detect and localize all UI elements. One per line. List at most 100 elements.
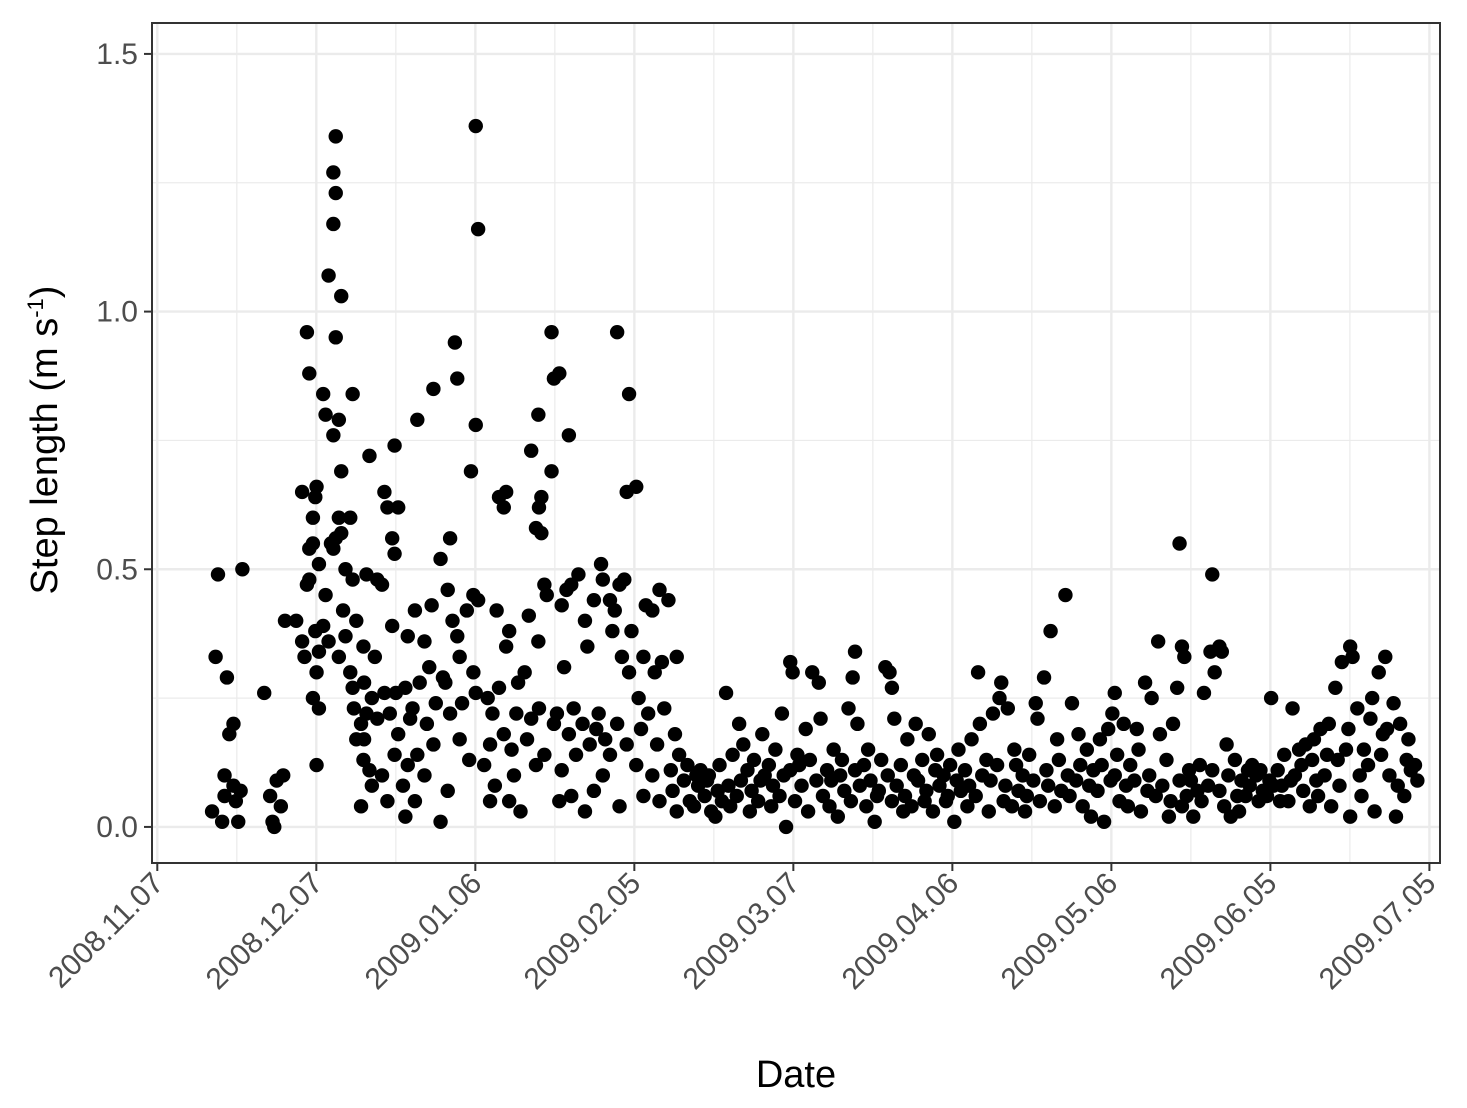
- data-point: [624, 623, 639, 639]
- data-point: [331, 412, 347, 428]
- data-point: [299, 325, 315, 340]
- data-point: [1058, 587, 1073, 603]
- data-point: [1354, 788, 1369, 804]
- data-point: [985, 706, 1001, 721]
- data-point: [305, 510, 321, 525]
- data-point: [362, 763, 377, 778]
- data-point: [785, 665, 800, 680]
- data-point: [621, 665, 637, 680]
- data-point: [843, 793, 859, 809]
- data-point: [837, 783, 852, 799]
- data-point: [452, 649, 467, 665]
- data-point: [647, 665, 662, 680]
- data-point: [262, 788, 278, 804]
- data-point: [619, 737, 634, 752]
- data-point: [334, 464, 349, 479]
- data-point: [1017, 804, 1033, 819]
- data-point: [621, 386, 637, 402]
- y-axis-title: Step length (m s-1): [23, 286, 66, 595]
- data-point: [586, 592, 602, 608]
- data-point: [1071, 726, 1086, 742]
- data-point: [1397, 788, 1412, 804]
- data-point: [633, 721, 649, 737]
- data-point: [391, 500, 406, 515]
- data-point: [1049, 732, 1065, 747]
- data-point: [305, 536, 321, 551]
- data-point: [921, 726, 936, 742]
- data-point: [367, 649, 383, 665]
- data-point: [1330, 752, 1345, 768]
- data-point: [640, 706, 656, 721]
- data-point: [1008, 757, 1024, 773]
- data-point: [267, 819, 282, 835]
- data-point: [981, 804, 996, 819]
- data-point: [387, 438, 402, 453]
- data-point: [311, 644, 327, 659]
- data-point: [1200, 778, 1216, 793]
- data-point: [276, 768, 291, 783]
- data-point: [1338, 742, 1354, 757]
- data-point: [491, 680, 507, 695]
- data-point: [882, 665, 897, 680]
- data-point: [942, 757, 958, 773]
- data-point: [498, 484, 514, 500]
- plot-panel-border: [151, 22, 1441, 864]
- data-point: [768, 742, 783, 757]
- data-point: [1345, 649, 1360, 665]
- data-point: [1040, 778, 1056, 793]
- data-point: [528, 757, 544, 773]
- data-point: [750, 793, 766, 809]
- data-point: [1075, 799, 1090, 814]
- data-point: [968, 788, 983, 804]
- data-point: [961, 778, 977, 793]
- major-gridlines: [152, 23, 1440, 863]
- data-point: [1179, 788, 1194, 804]
- x-axis-title: Date: [756, 1054, 836, 1096]
- data-point: [1392, 716, 1408, 732]
- data-point: [787, 793, 803, 809]
- data-point: [871, 783, 887, 799]
- data-point: [989, 757, 1005, 773]
- data-point: [552, 366, 567, 381]
- data-point: [1150, 634, 1166, 649]
- data-point: [523, 443, 539, 458]
- data-point: [813, 711, 828, 726]
- data-point: [979, 752, 994, 768]
- data-point: [1105, 706, 1120, 721]
- data-point: [859, 799, 874, 814]
- data-point: [412, 675, 427, 690]
- data-point: [1407, 757, 1423, 773]
- data-point: [1205, 763, 1220, 778]
- data-point: [214, 814, 230, 829]
- data-point: [487, 778, 503, 793]
- data-point: [723, 799, 738, 814]
- data-point: [609, 325, 625, 340]
- data-point: [798, 721, 813, 737]
- data-point: [1341, 721, 1356, 737]
- data-point: [302, 572, 317, 587]
- data-point: [1144, 690, 1159, 706]
- data-point: [1148, 788, 1163, 804]
- data-point: [708, 809, 723, 824]
- data-point: [607, 603, 622, 618]
- data-point: [470, 221, 486, 237]
- data-point: [1036, 670, 1052, 685]
- data-point: [636, 788, 651, 804]
- data-point: [321, 268, 336, 283]
- y-tick-label: 0.0: [96, 811, 138, 844]
- data-point: [919, 783, 934, 799]
- data-point: [482, 737, 498, 752]
- data-point: [575, 716, 590, 732]
- data-point: [822, 799, 837, 814]
- data-point: [335, 603, 351, 618]
- data-point: [410, 412, 425, 428]
- data-point: [794, 778, 809, 793]
- data-point: [915, 752, 930, 768]
- data-point: [407, 603, 423, 618]
- data-point: [1386, 696, 1401, 711]
- data-point: [1026, 773, 1041, 788]
- data-point: [1163, 793, 1178, 809]
- data-point: [331, 649, 347, 665]
- data-point: [1306, 732, 1322, 747]
- data-point: [440, 783, 455, 799]
